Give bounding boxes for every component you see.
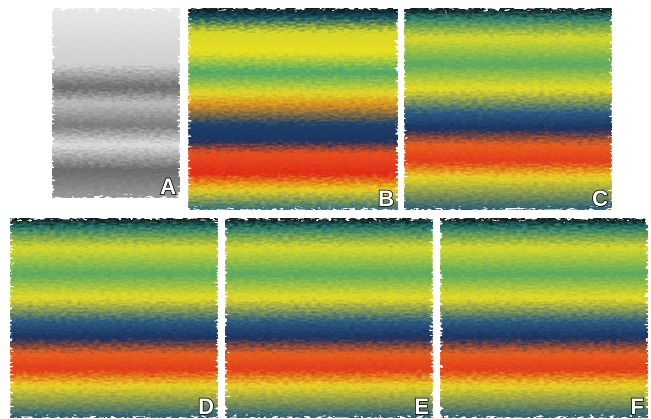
panel-label: E [414, 394, 429, 419]
panel-label: F [631, 394, 644, 419]
panel-d: D [10, 218, 218, 419]
panel-label: D [198, 394, 214, 419]
panel-label: B [378, 186, 394, 211]
panel-a: A [52, 8, 180, 200]
panel-b: B [188, 8, 398, 212]
panel-label: C [592, 186, 608, 211]
panel-label: A [160, 174, 176, 199]
panel-c: C [404, 8, 612, 212]
panel-e: E [225, 218, 433, 419]
panel-f: F [440, 218, 648, 419]
